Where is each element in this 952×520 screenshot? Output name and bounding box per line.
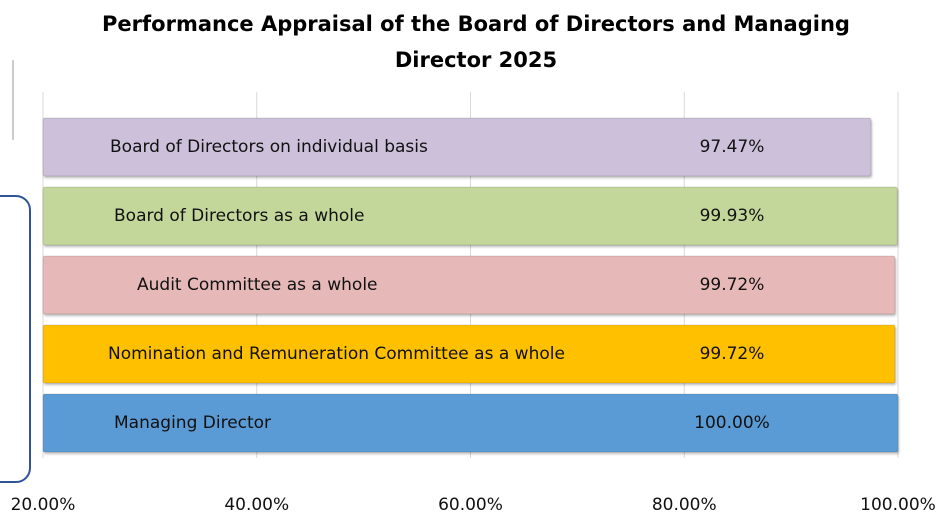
bar — [42, 324, 896, 384]
decor-box — [0, 195, 31, 483]
value-label: 100.00% — [694, 413, 770, 433]
category-label: Board of Directors on individual basis — [110, 137, 428, 157]
x-tick-label: 40.00% — [224, 495, 289, 515]
bar — [42, 255, 896, 315]
category-label: Managing Director — [114, 413, 271, 433]
x-tick-label: 100.00% — [860, 495, 936, 515]
category-label: Audit Committee as a whole — [137, 275, 378, 295]
category-label: Board of Directors as a whole — [114, 206, 364, 226]
chart-title: Performance Appraisal of the Board of Di… — [102, 12, 850, 72]
value-label: 99.72% — [700, 275, 765, 295]
value-label: 99.72% — [700, 344, 765, 364]
x-tick-label: 60.00% — [438, 495, 503, 515]
value-label: 97.47% — [700, 137, 765, 157]
category-label: Nomination and Remuneration Committee as… — [108, 344, 565, 364]
value-label: 99.93% — [700, 206, 765, 226]
x-tick-label: 80.00% — [652, 495, 717, 515]
bar — [42, 393, 899, 453]
x-tick-label: 20.00% — [11, 495, 76, 515]
bar — [42, 117, 872, 177]
bar — [42, 186, 898, 246]
